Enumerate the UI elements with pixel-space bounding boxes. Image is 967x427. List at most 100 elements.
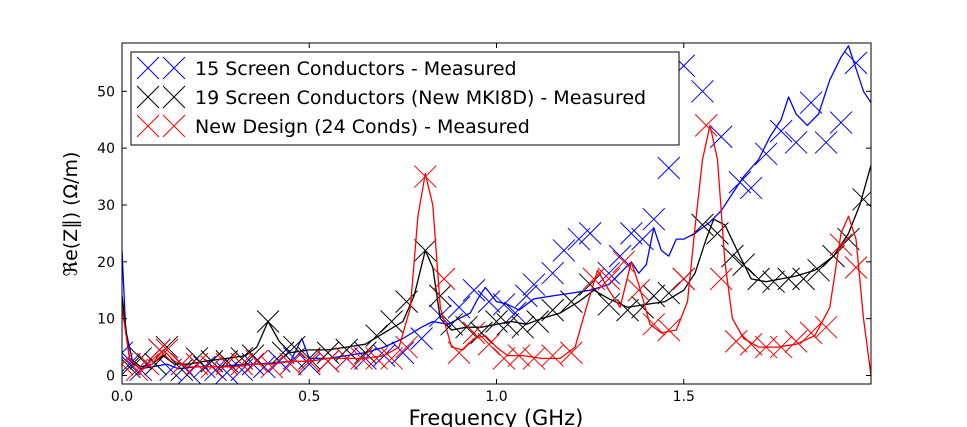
data-marker [200,355,224,379]
data-marker [380,310,403,333]
y-tick-label: 30 [97,198,115,214]
data-marker [496,312,520,336]
data-marker [428,284,452,308]
data-marker [148,338,171,362]
data-marker [732,253,756,277]
data-marker [694,114,718,137]
y-tick-label: 0 [106,368,115,384]
data-marker [616,298,639,322]
x-tick-label: 1.5 [673,389,695,405]
legend-label: New Design (24 Conds) - Measured [195,116,530,138]
data-marker [814,131,838,154]
data-marker [185,352,209,376]
legend-marker [136,85,160,109]
data-marker [241,344,265,367]
data-marker [391,341,415,365]
data-marker [672,267,696,291]
data-marker [739,176,763,200]
legend-item: 19 Screen Conductors (New MKI8D) - Measu… [136,85,646,109]
data-marker [515,284,538,308]
data-marker [552,239,576,262]
legend-marker [162,114,186,138]
data-marker [526,310,550,333]
data-marker [271,341,295,365]
data-marker [754,142,778,166]
data-marker [822,244,845,268]
data-marker [728,170,752,194]
data-marker [492,347,516,370]
data-marker [747,267,771,291]
legend-item: 15 Screen Conductors - Measured [136,56,517,80]
legend-item: New Design (24 Conds) - Measured [136,114,530,138]
data-marker [511,315,535,339]
data-marker [597,267,621,291]
x-tick-label: 0.0 [111,389,133,405]
y-axis-title: ℜe(Z∥) (Ω/m) [60,152,82,277]
y-tick-label: 40 [97,141,115,157]
data-marker [578,273,602,296]
data-marker [462,278,486,302]
data-marker [799,321,823,345]
data-marker [691,79,714,103]
data-marker [122,341,134,365]
data-marker [784,330,808,353]
data-marker [507,344,531,367]
data-marker [814,315,838,339]
legend-marker [162,85,186,109]
data-marker [432,267,456,291]
legend-label: 19 Screen Conductors (New MKI8D) - Measu… [195,87,646,109]
data-marker [769,119,793,143]
data-marker [410,327,433,350]
legend-marker [162,56,186,80]
data-marker [541,298,565,322]
data-marker [395,335,418,359]
y-tick-label: 50 [97,84,115,100]
data-marker [455,315,478,339]
data-marker [642,312,666,336]
data-marker [354,341,377,365]
data-marker [739,332,763,356]
data-marker [477,332,501,356]
ticks-layer: 0.0 0.5 1.0 1.5 0 10 20 30 40 50 [97,43,871,405]
data-marker [245,349,269,373]
data-marker [185,347,209,370]
series-layer [122,45,871,384]
data-marker [256,310,280,333]
data-marker [829,233,853,257]
data-marker [709,267,733,291]
data-marker [619,222,643,245]
data-marker [440,312,463,336]
legend-marker [136,114,160,138]
data-marker [395,290,418,313]
data-marker [170,358,194,382]
data-marker [597,261,621,285]
data-marker [844,256,868,279]
data-marker [560,341,583,365]
series-line [122,124,871,376]
series-3 [122,114,871,382]
data-marker [462,321,486,345]
series-1 [122,45,871,384]
y-tick-label: 20 [97,255,115,271]
data-marker [657,281,681,305]
data-marker [365,324,389,348]
x-tick-label: 0.5 [298,389,320,405]
data-marker [762,270,785,294]
data-marker [627,278,651,302]
data-marker [522,347,546,370]
data-marker [492,293,516,316]
data-marker [144,352,168,376]
data-marker [844,51,868,75]
data-marker [709,125,733,149]
data-marker [642,207,666,231]
data-marker [769,335,793,359]
data-marker [297,349,321,373]
data-marker [413,165,437,188]
legend-marker [136,56,160,80]
data-marker [792,267,815,291]
data-marker [316,349,340,373]
data-marker [631,227,654,251]
data-marker [282,335,306,359]
data-marker [380,347,403,370]
